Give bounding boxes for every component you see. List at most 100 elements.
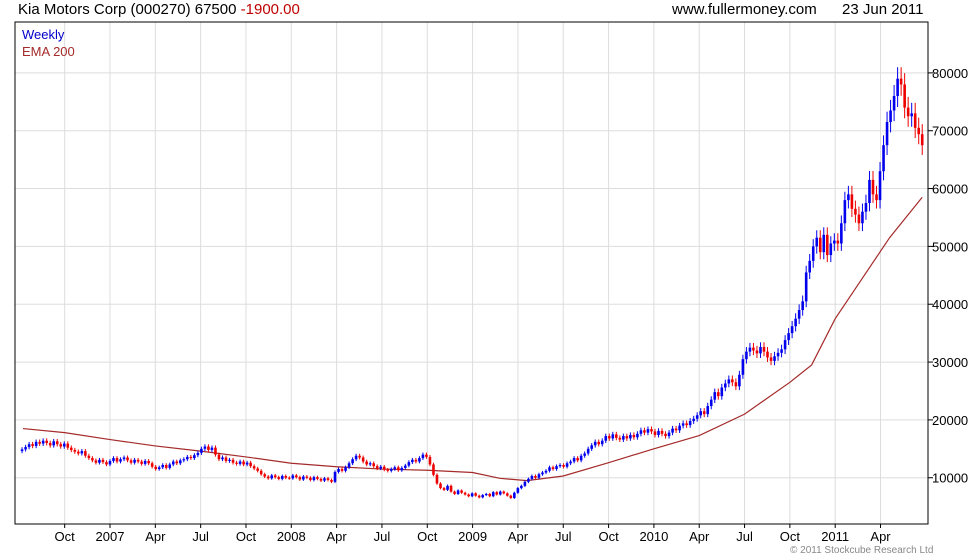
- candle-body: [878, 171, 882, 201]
- candle: [759, 342, 762, 358]
- candle: [354, 453, 358, 462]
- candle: [481, 494, 484, 499]
- candle-body: [910, 113, 913, 117]
- candle-body: [432, 464, 435, 475]
- candle-body: [467, 494, 470, 497]
- candle: [664, 431, 667, 439]
- candle: [140, 459, 143, 466]
- candle-body: [903, 84, 906, 108]
- candle: [108, 459, 112, 467]
- candle-body: [650, 429, 653, 432]
- copyright: © 2011 Stockcube Research Ltd: [790, 545, 934, 556]
- candle-body: [787, 333, 790, 341]
- candle-body: [716, 392, 720, 397]
- candle: [203, 444, 207, 451]
- candle-body: [724, 383, 727, 388]
- candle: [576, 456, 579, 463]
- candle-body: [126, 457, 129, 461]
- candle-body: [509, 495, 513, 498]
- y-tick-label: 50000: [932, 239, 968, 254]
- candle-body: [822, 234, 826, 253]
- candle-body: [386, 469, 390, 471]
- candle-body: [604, 436, 608, 441]
- candle-body: [808, 260, 812, 273]
- candle: [484, 492, 488, 497]
- candle: [330, 478, 333, 484]
- candle: [200, 446, 203, 455]
- candle: [629, 432, 632, 441]
- candle: [829, 236, 833, 263]
- candle: [534, 474, 537, 480]
- candle: [537, 472, 541, 480]
- candle: [477, 494, 481, 499]
- candle-body: [565, 463, 569, 467]
- candle: [548, 465, 551, 473]
- candle-body: [579, 455, 583, 461]
- candle: [871, 170, 875, 203]
- site-link[interactable]: www.fullermoney.com: [672, 1, 817, 18]
- candle-body: [678, 425, 681, 431]
- candle: [787, 328, 790, 345]
- candle: [741, 354, 745, 379]
- candle: [709, 396, 713, 410]
- candle-body: [632, 434, 636, 438]
- x-tick-label: Oct: [598, 529, 619, 544]
- candle: [808, 253, 812, 280]
- candle-body: [249, 462, 252, 467]
- candle: [161, 463, 165, 470]
- candle-body: [681, 423, 685, 426]
- candle: [34, 439, 38, 449]
- candle: [407, 460, 411, 468]
- candle-body: [590, 445, 593, 449]
- candle: [73, 447, 77, 454]
- candle-body: [182, 459, 186, 461]
- candle-body: [252, 466, 256, 469]
- candle: [449, 484, 453, 493]
- candle-body: [720, 387, 724, 397]
- candle-body: [382, 466, 386, 470]
- candle-body: [238, 461, 242, 464]
- candle: [607, 433, 611, 441]
- candle-body: [840, 223, 843, 244]
- candle-body: [875, 194, 878, 201]
- candle-body: [607, 436, 611, 439]
- candle: [456, 489, 460, 495]
- candle-body: [316, 477, 319, 479]
- candle-body: [671, 428, 674, 433]
- candle-body: [143, 460, 147, 464]
- candle: [875, 185, 878, 209]
- candle-body: [622, 436, 625, 440]
- candle: [818, 230, 822, 260]
- x-tick-label: Apr: [145, 529, 166, 544]
- candle: [569, 459, 572, 466]
- candle-body: [101, 459, 105, 463]
- candle: [488, 492, 492, 498]
- candle-body: [769, 357, 773, 361]
- x-tick-label: 2009: [458, 529, 487, 544]
- candle: [783, 335, 787, 354]
- candle-body: [365, 461, 368, 465]
- candle: [572, 456, 576, 464]
- candle-body: [882, 145, 885, 172]
- candle: [231, 457, 235, 465]
- candle: [797, 304, 801, 325]
- candle: [868, 170, 871, 212]
- candle: [692, 415, 695, 424]
- candle-body: [850, 194, 854, 209]
- candle: [678, 422, 681, 433]
- candle-body: [62, 443, 66, 447]
- candle-body: [400, 467, 404, 471]
- candle-body: [129, 460, 133, 463]
- candle-body: [506, 493, 509, 496]
- candle: [147, 459, 150, 466]
- candle-body: [706, 406, 710, 415]
- candle: [695, 412, 699, 422]
- candle: [731, 375, 734, 387]
- candle-body: [734, 382, 738, 387]
- candle: [906, 96, 910, 127]
- y-tick-label: 30000: [932, 355, 968, 370]
- candle-body: [361, 457, 365, 462]
- candle-body: [48, 443, 52, 446]
- candle: [432, 462, 435, 477]
- candle: [604, 433, 608, 444]
